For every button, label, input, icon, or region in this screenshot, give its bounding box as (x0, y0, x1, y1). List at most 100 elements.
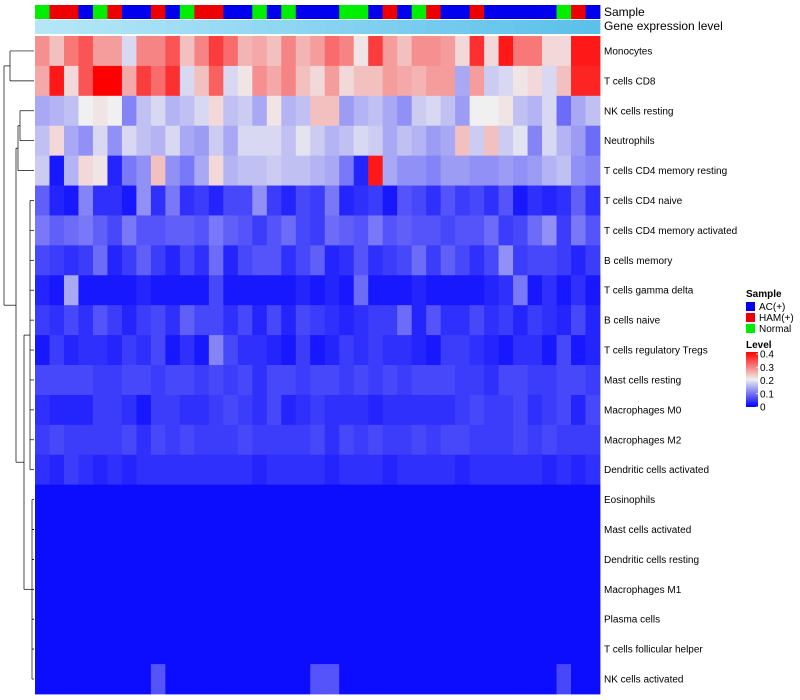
heatmap-cell (498, 185, 514, 216)
heatmap-cell (455, 514, 471, 545)
heatmap-cell (35, 335, 50, 366)
legend-level-colorbar (746, 352, 758, 407)
heatmap-cell (35, 155, 50, 186)
heatmap-cell (324, 484, 340, 515)
heatmap-cell (353, 335, 369, 366)
heatmap-cell (35, 604, 50, 635)
heatmap-cell (571, 484, 586, 515)
heatmap-cell (237, 215, 253, 246)
heatmap-cell (35, 634, 50, 665)
heatmap-cell (469, 185, 485, 216)
heatmap-cell (150, 95, 166, 127)
heatmap-cell (194, 185, 210, 216)
heatmap-cell (397, 185, 413, 216)
heatmap-cell (165, 335, 181, 366)
heatmap-cell (585, 65, 601, 97)
heatmap-cell (498, 634, 514, 665)
heatmap-cell (440, 245, 456, 276)
heatmap-cell (484, 245, 499, 276)
heatmap-cell (469, 155, 485, 186)
heatmap-cell (223, 125, 239, 157)
heatmap-cell (353, 245, 369, 276)
heatmap-cell (440, 484, 456, 515)
row-label: NK cells resting (604, 106, 673, 117)
sample-annotation-cell (542, 5, 557, 19)
heatmap-cell (237, 484, 253, 515)
heatmap-cell (310, 664, 326, 695)
heatmap-cell (121, 424, 137, 456)
gene-annotation-cell (426, 20, 442, 34)
heatmap-cell (92, 36, 108, 67)
row-label: Plasma cells (604, 615, 660, 626)
gene-annotation-cell (194, 20, 210, 34)
heatmap-cell (194, 275, 210, 306)
heatmap-cell (63, 544, 79, 575)
heatmap-cell (397, 275, 413, 306)
heatmap-cell (281, 185, 297, 216)
heatmap-cell (513, 454, 528, 486)
heatmap-cell (194, 335, 210, 366)
heatmap-cell (266, 634, 282, 665)
sample-annotation-cell (527, 5, 543, 19)
heatmap-cell (281, 484, 297, 515)
heatmap-cell (585, 634, 601, 665)
heatmap-cell (585, 394, 601, 426)
heatmap-cell (527, 335, 543, 366)
heatmap-cell (542, 155, 557, 186)
row-label: Monocytes (604, 46, 652, 57)
heatmap-cell (121, 454, 137, 486)
heatmap-cell (63, 125, 79, 157)
gene-annotation-cell (542, 20, 557, 34)
heatmap-cell (35, 95, 50, 127)
heatmap-cell (339, 215, 355, 246)
heatmap-cell (295, 155, 311, 186)
heatmap-cell (469, 335, 485, 366)
heatmap-cell (571, 65, 586, 97)
heatmap-cell (266, 514, 282, 545)
heatmap-cell (353, 514, 369, 545)
heatmap-cell (63, 634, 79, 665)
heatmap-cell (556, 484, 572, 515)
heatmap-cell (411, 365, 427, 396)
heatmap-cell (237, 544, 253, 575)
heatmap-cell (484, 514, 499, 545)
heatmap-cell (397, 125, 413, 157)
heatmap-cell (63, 275, 79, 306)
heatmap-cell (469, 215, 485, 246)
legend-level-tick-label: 0.4 (760, 350, 774, 361)
heatmap-cell (208, 424, 224, 456)
heatmap-cell (440, 65, 456, 97)
heatmap-cell (455, 275, 471, 306)
heatmap-cell (310, 155, 326, 186)
heatmap-cell (542, 634, 557, 665)
heatmap-cell (194, 604, 210, 635)
heatmap-cell (382, 335, 398, 366)
sample-annotation-cell (237, 5, 253, 19)
heatmap-cell (150, 664, 166, 695)
heatmap-cell (107, 215, 123, 246)
heatmap-cell (252, 365, 268, 396)
heatmap-cell (484, 125, 499, 157)
heatmap-cell (469, 245, 485, 276)
heatmap-cell (107, 424, 123, 456)
heatmap-cell (469, 125, 485, 157)
heatmap-cell (440, 155, 456, 186)
heatmap-cell (368, 604, 384, 635)
heatmap-cell (208, 394, 224, 426)
heatmap-cell (469, 424, 485, 456)
heatmap-cell (339, 305, 355, 336)
heatmap-cell (252, 634, 268, 665)
gene-annotation-cell (165, 20, 181, 34)
heatmap-cell (339, 514, 355, 545)
row-label: T cells follicular helper (604, 645, 703, 656)
heatmap-cell (382, 215, 398, 246)
heatmap-cell (121, 155, 137, 186)
heatmap-cell (527, 454, 543, 486)
heatmap-cell (165, 484, 181, 515)
heatmap-cell (252, 574, 268, 605)
sample-annotation-cell (121, 5, 137, 19)
heatmap-cell (121, 634, 137, 665)
heatmap-cell (281, 544, 297, 575)
heatmap-cell (455, 125, 471, 157)
gene-annotation-cell (513, 20, 528, 34)
